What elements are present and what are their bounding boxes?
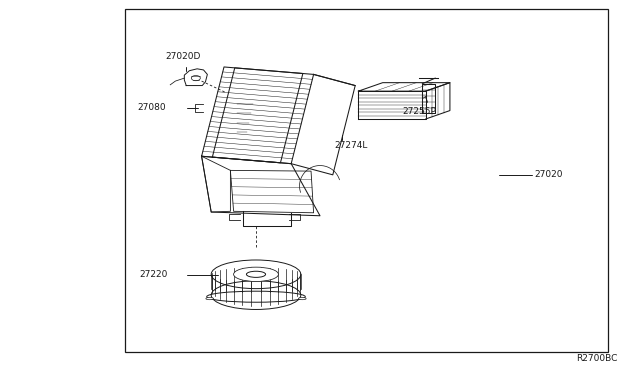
Text: 27255P: 27255P <box>402 107 436 116</box>
Bar <box>125 9 608 352</box>
Text: 27020: 27020 <box>534 170 563 179</box>
Text: 27020D: 27020D <box>165 52 200 61</box>
Text: 27274L: 27274L <box>334 141 367 150</box>
Text: R2700BC: R2700BC <box>576 354 618 363</box>
Ellipse shape <box>246 271 266 278</box>
Text: 27220: 27220 <box>140 270 168 279</box>
Ellipse shape <box>206 298 214 300</box>
Text: 27080: 27080 <box>138 103 166 112</box>
Ellipse shape <box>298 298 306 300</box>
Ellipse shape <box>234 267 278 282</box>
